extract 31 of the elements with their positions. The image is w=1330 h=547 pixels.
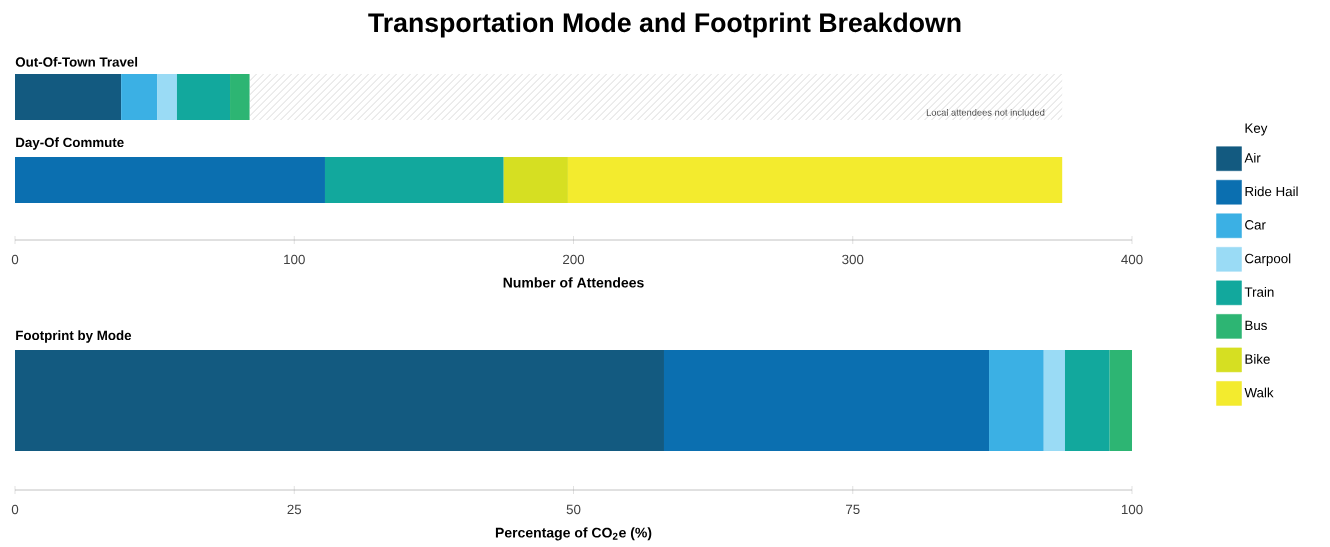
y-tick-label: Out-Of-Town Travel (15, 56, 138, 67)
legend-label: Air (1244, 152, 1261, 163)
x-axis-title: Number of Attendees (503, 277, 644, 288)
x-tick-label: 300 (842, 254, 864, 265)
bar (15, 350, 664, 451)
bar (1043, 350, 1065, 451)
legend-label: Car (1245, 220, 1266, 230)
bar (989, 350, 1044, 451)
legend-label: Walk (1244, 387, 1274, 398)
bar (1064, 350, 1110, 451)
x-tick-label: 75 (846, 504, 860, 515)
x-tick-label: 50 (566, 504, 581, 515)
legend-label: Carpool (1245, 253, 1291, 266)
bar (663, 350, 990, 451)
x-tick-label: 200 (563, 254, 585, 265)
bar (1109, 350, 1133, 451)
x-tick-label: 100 (284, 254, 305, 265)
legend-label: Ride Hail (1245, 186, 1298, 197)
x-tick-label: 0 (11, 504, 19, 515)
x-tick-label: 100 (1121, 504, 1143, 515)
legend-title: Key (1245, 123, 1268, 136)
legend-label: Bus (1245, 320, 1267, 331)
legend-label: Bike (1245, 354, 1270, 364)
x-tick-label: 400 (1121, 254, 1143, 265)
x-tick-label: 0 (11, 254, 19, 265)
chart-title: Transportation Mode and Footprint Breakdown (368, 12, 961, 38)
x-tick-label: 25 (287, 504, 302, 515)
y-tick-label: Day-Of Commute (16, 137, 124, 150)
legend-label: Train (1244, 287, 1274, 297)
y-tick-label: Footprint by Mode (16, 330, 132, 343)
x-axis-title: Percentage of CO$_{2}$e (%) (495, 527, 652, 541)
